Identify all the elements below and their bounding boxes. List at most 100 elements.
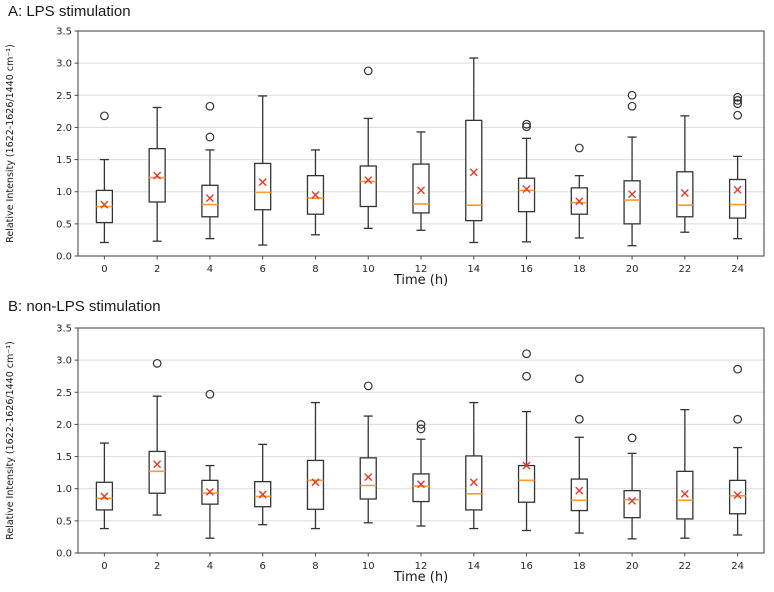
box-group [570,143,588,239]
outlier-point [522,349,531,359]
mean-marker [522,185,531,194]
outlier-point [627,101,637,111]
mean-marker [680,189,689,197]
iqr-box [623,489,641,519]
x-tick-label: 22 [678,264,691,275]
x-tick-label: 24 [731,561,744,572]
y-tick-label: 0.5 [56,516,72,527]
iqr-box [728,178,747,219]
y-tick-label: 2.0 [56,420,72,431]
x-tick-label: 16 [520,264,533,275]
box-group [517,119,536,243]
outlier-point [733,99,743,109]
boxplot-panel-a: A: LPS stimulation Relative Intensity (1… [5,3,765,288]
y-tick-label: 3.0 [56,356,72,367]
box-group [254,95,272,246]
mean-marker [575,197,584,206]
mean-marker [733,491,742,500]
y-tick-label: 0.5 [56,219,72,230]
box-group [148,106,166,242]
outlier-point [416,424,426,434]
outlier-point [416,420,426,429]
x-tick-label: 2 [154,561,160,572]
x-tick-label: 20 [626,264,639,275]
outlier-point [363,66,373,76]
mean-marker [153,460,162,469]
box-group [359,66,377,230]
y-tick-label: 1.5 [56,452,72,463]
outlier-point [733,96,743,105]
mean-marker [469,168,478,177]
mean-marker [100,492,109,501]
y-tick-label: 3.0 [56,59,72,70]
x-tick-label: 22 [678,561,691,572]
mean-marker [311,190,320,199]
y-tick-label: 1.0 [56,187,72,198]
box-group [623,433,641,540]
mean-marker [205,194,214,203]
x-tick-label: 14 [467,561,480,572]
x-tick-label: 18 [573,561,586,572]
box-group [412,131,430,231]
x-tick-label: 2 [154,264,160,275]
iqr-box [359,457,377,500]
x-tick-label: 0 [101,561,107,572]
iqr-box [728,479,747,515]
mean-marker [733,185,742,194]
iqr-box [148,450,166,494]
box-group [623,90,641,247]
outlier-point [522,371,531,381]
box-group [306,401,325,530]
box-group [570,374,588,534]
box-group [676,408,694,539]
outlier-point [574,414,584,424]
mean-marker [258,490,267,499]
x-tick-label: 24 [731,264,744,275]
outlier-point [627,433,637,443]
mean-marker [258,178,267,187]
outlier-point [733,364,743,374]
mean-marker [522,461,531,470]
iqr-box [412,163,430,214]
outlier-point [99,111,109,121]
outlier-point [205,389,215,399]
iqr-box [201,184,219,218]
x-tick-label: 12 [415,561,428,572]
box-group [95,442,114,530]
outlier-point [522,122,531,132]
outlier-point [363,381,373,391]
iqr-box [254,162,272,211]
box-group [465,401,483,530]
outlier-point [205,101,215,111]
iqr-box [465,119,483,222]
mean-marker [628,496,637,505]
iqr-box [676,470,694,520]
iqr-box [676,171,694,218]
box-group [201,101,219,240]
outlier-point [574,143,584,153]
iqr-box [306,459,325,510]
mean-marker [364,176,373,185]
iqr-box [359,165,377,208]
mean-marker [153,171,162,180]
x-tick-label: 16 [520,561,533,572]
y-tick-label: 3.5 [56,324,72,335]
x-tick-label: 4 [207,561,213,572]
y-tick-label: 0.0 [56,549,72,560]
y-tick-label: 3.5 [56,27,72,38]
mean-marker [205,487,214,496]
iqr-box [570,478,588,512]
x-tick-label: 20 [626,561,639,572]
mean-marker [469,478,478,487]
x-tick-label: 10 [362,561,375,572]
y-tick-label: 2.5 [56,388,72,399]
box-group [728,92,747,240]
x-tick-label: 8 [312,561,318,572]
panel-a-plot-area: 0.00.51.01.52.02.53.03.50 2 4 6 8 10 12 14 16 18 2… [56,27,765,275]
outlier-point [627,90,637,100]
outlier-point [733,414,743,424]
mean-marker [417,186,425,195]
iqr-box [412,473,430,503]
panel-b-plot-area: 0.00.51.01.52.02.53.03.50 2 4 6 8 10 12 14 16 18 2… [56,324,765,572]
